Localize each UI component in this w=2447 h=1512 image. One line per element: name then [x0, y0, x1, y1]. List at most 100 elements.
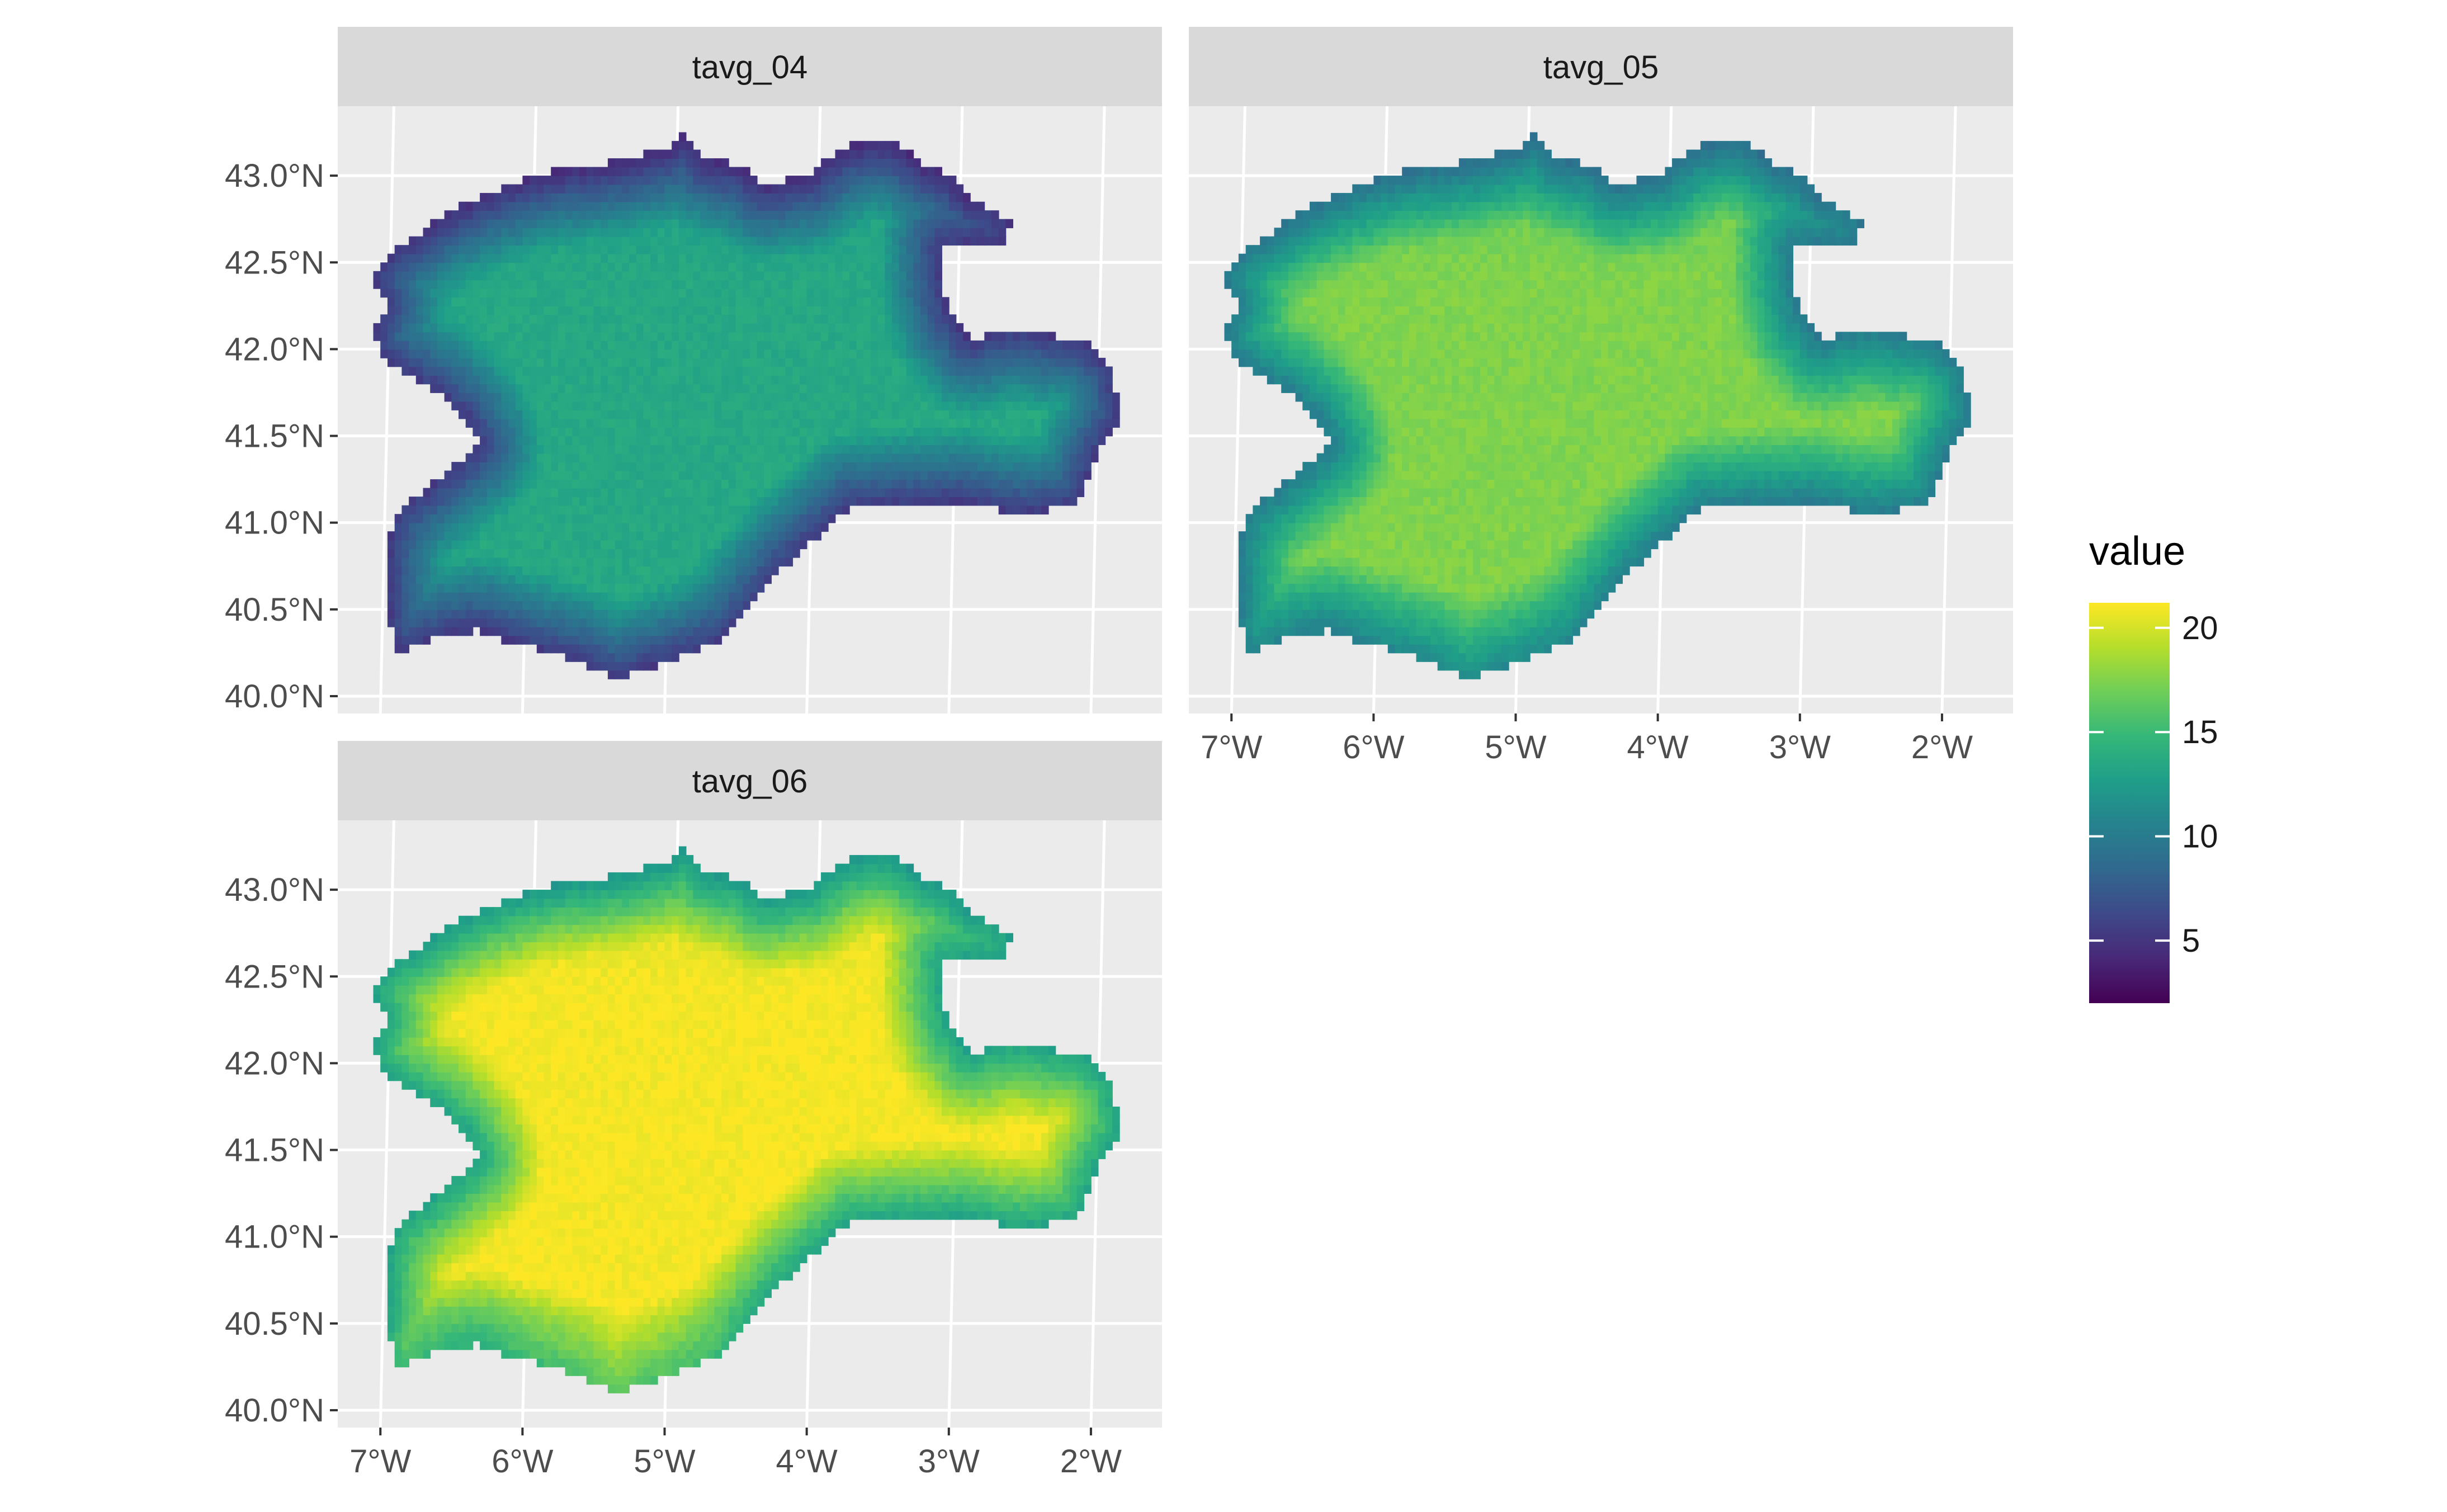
raster-cell [728, 305, 736, 315]
raster-cell [622, 453, 630, 462]
raster-cell [1005, 479, 1013, 489]
raster-cell [1480, 661, 1488, 671]
raster-cell [785, 253, 793, 263]
raster-cell [1105, 384, 1113, 393]
raster-cell [785, 236, 793, 246]
raster-cell [735, 305, 744, 315]
raster-cell [607, 375, 616, 385]
raster-cell [480, 375, 488, 385]
raster-cell [906, 332, 914, 341]
raster-cell [1062, 462, 1070, 471]
raster-cell [1437, 592, 1445, 602]
raster-cell [828, 176, 836, 185]
raster-cell [459, 297, 466, 306]
raster-cell [906, 445, 914, 454]
raster-cell [1345, 618, 1353, 627]
raster-cell [601, 323, 608, 333]
raster-cell [735, 540, 744, 550]
raster-cell [743, 479, 750, 489]
raster-cell [672, 176, 679, 185]
raster-cell [572, 375, 580, 385]
raster-cell [1260, 609, 1268, 619]
raster-cell [423, 540, 431, 550]
raster-cell [672, 141, 679, 150]
raster-cell [792, 488, 800, 497]
raster-cell [1359, 592, 1367, 602]
raster-cell [821, 427, 829, 437]
raster-cell [579, 219, 587, 229]
raster-cell [601, 253, 608, 263]
raster-cell [586, 176, 594, 185]
raster-cell [572, 280, 580, 289]
raster-cell [1013, 349, 1021, 358]
raster-cell [814, 488, 821, 497]
raster-cell [1302, 618, 1310, 627]
raster-cell [821, 445, 829, 454]
raster-cell [650, 167, 658, 176]
raster-cell [1013, 393, 1021, 402]
raster-cell [565, 618, 573, 627]
raster-cell [693, 583, 701, 593]
raster-cell [707, 566, 715, 575]
raster-cell [415, 305, 424, 315]
raster-cell [821, 271, 829, 281]
raster-cell [1409, 549, 1417, 558]
raster-cell [693, 253, 701, 263]
raster-cell [849, 401, 857, 410]
raster-cell [1062, 427, 1070, 437]
raster-cell [1238, 566, 1246, 575]
raster-cell [473, 253, 480, 263]
raster-cell [494, 219, 502, 229]
raster-cell [743, 167, 750, 176]
raster-cell [636, 340, 644, 350]
raster-cell [415, 332, 424, 341]
raster-cell [764, 288, 772, 298]
raster-cell [1316, 626, 1325, 636]
raster-cell [1373, 549, 1381, 558]
raster-cell [664, 479, 673, 489]
raster-cell [657, 653, 665, 662]
raster-cell [1295, 549, 1303, 558]
raster-cell [607, 210, 616, 220]
raster-cell [806, 228, 815, 237]
raster-cell [544, 540, 552, 550]
raster-cell [899, 271, 907, 281]
raster-cell [885, 262, 892, 272]
raster-cell [821, 479, 829, 489]
raster-cell [430, 609, 438, 619]
raster-cell [728, 618, 736, 627]
raster-cell [494, 462, 502, 471]
raster-cell [565, 549, 573, 558]
raster-cell [785, 245, 793, 254]
raster-cell [415, 288, 424, 298]
raster-cell [1084, 393, 1092, 402]
raster-cell [664, 228, 673, 237]
raster-cell [1048, 357, 1056, 367]
raster-cell [686, 410, 694, 419]
raster-cell [906, 219, 914, 229]
raster-cell [423, 557, 431, 567]
raster-cell [650, 262, 658, 272]
raster-cell [771, 470, 779, 480]
raster-cell [1444, 549, 1452, 558]
raster-cell [1048, 401, 1056, 410]
raster-cell [814, 514, 821, 523]
raster-cell [1019, 410, 1028, 419]
raster-cell [977, 488, 985, 497]
raster-cell [636, 158, 644, 168]
raster-cell [799, 305, 807, 315]
raster-cell [1041, 488, 1049, 497]
raster-cell [714, 470, 722, 480]
raster-cell [657, 314, 665, 324]
raster-cell [1480, 592, 1488, 602]
raster-cell [536, 236, 545, 246]
raster-cell [444, 592, 452, 602]
raster-cell [856, 488, 865, 497]
raster-cell [678, 445, 687, 454]
raster-cell [1558, 574, 1566, 584]
raster-cell [871, 245, 878, 254]
raster-cell [750, 297, 758, 306]
raster-cell [728, 540, 736, 550]
raster-cell [465, 601, 474, 610]
